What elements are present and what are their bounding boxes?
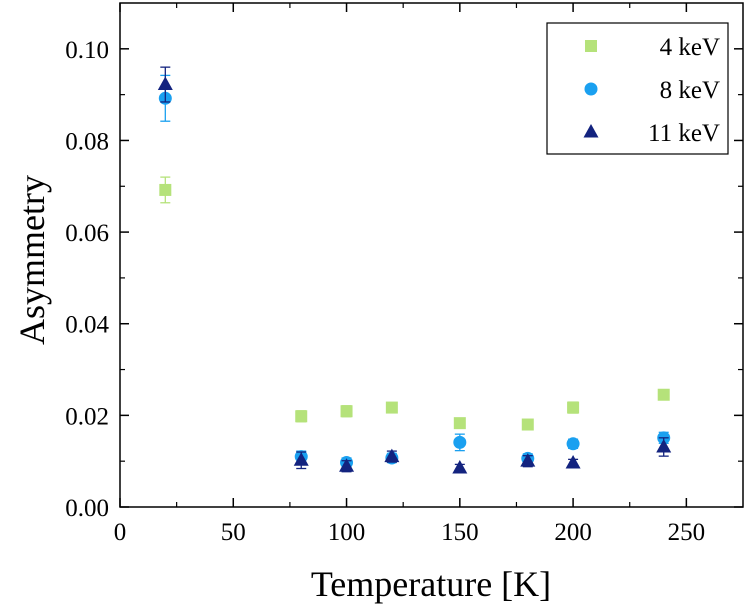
y-axis-title: Asymmetry: [12, 175, 52, 345]
data-point-4-kev: [521, 418, 534, 431]
legend-marker-4-kev: [585, 40, 597, 52]
legend-label-11-kev: 11 keV: [648, 120, 720, 147]
data-point-4-kev: [567, 401, 580, 414]
data-point-11-kev: [452, 460, 468, 474]
axis-ticks: 0 50 100 150 200 250 0.00 0.02 0.04 0.06 0.08 0.10: [65, 3, 743, 546]
data-point-11-kev: [656, 438, 672, 453]
y-tick-label: 0.08: [65, 128, 109, 155]
x-tick-label: 0: [114, 519, 127, 546]
data-point-11-kev: [339, 458, 355, 472]
data-point-4-kev: [453, 417, 466, 430]
data-point-11-kev: [520, 453, 536, 467]
legend-box: [546, 22, 729, 155]
data-point-4-kev: [159, 183, 172, 196]
y-tick-label: 0.02: [65, 403, 109, 430]
x-tick-label: 250: [668, 519, 706, 546]
legend-label-8-kev: 8 keV: [660, 77, 720, 104]
data-point-4-kev: [295, 410, 308, 423]
y-tick-label: 0.10: [65, 37, 109, 64]
y-tick-label: 0.00: [65, 495, 109, 522]
data-point-11-kev: [565, 455, 581, 469]
data-point-11-kev: [157, 76, 173, 91]
legend-marker-11-kev: [583, 124, 599, 138]
data-point-11-kev: [384, 448, 400, 463]
x-tick-label: 200: [554, 519, 592, 546]
data-point-4-kev: [657, 388, 670, 401]
y-tick-label: 0.04: [65, 312, 109, 339]
x-tick-label: 100: [328, 519, 366, 546]
data-point-4-kev: [340, 405, 353, 418]
data-point-11-kev: [293, 452, 309, 466]
plot-frame: [119, 2, 744, 508]
legend-label-4-kev: 4 keV: [660, 34, 720, 61]
data-point-8-kev: [566, 437, 580, 451]
legend: 4 keV 8 keV 11 keV: [546, 22, 729, 155]
legend-marker-8-kev: [584, 82, 598, 96]
y-tick-label: 0.06: [65, 220, 109, 247]
data-point-4-kev: [385, 401, 398, 414]
x-axis-title: Temperature [K]: [311, 564, 551, 604]
plot-marks: [157, 66, 672, 474]
x-tick-label: 150: [441, 519, 479, 546]
x-tick-label: 50: [221, 519, 246, 546]
data-point-8-kev: [453, 435, 467, 449]
